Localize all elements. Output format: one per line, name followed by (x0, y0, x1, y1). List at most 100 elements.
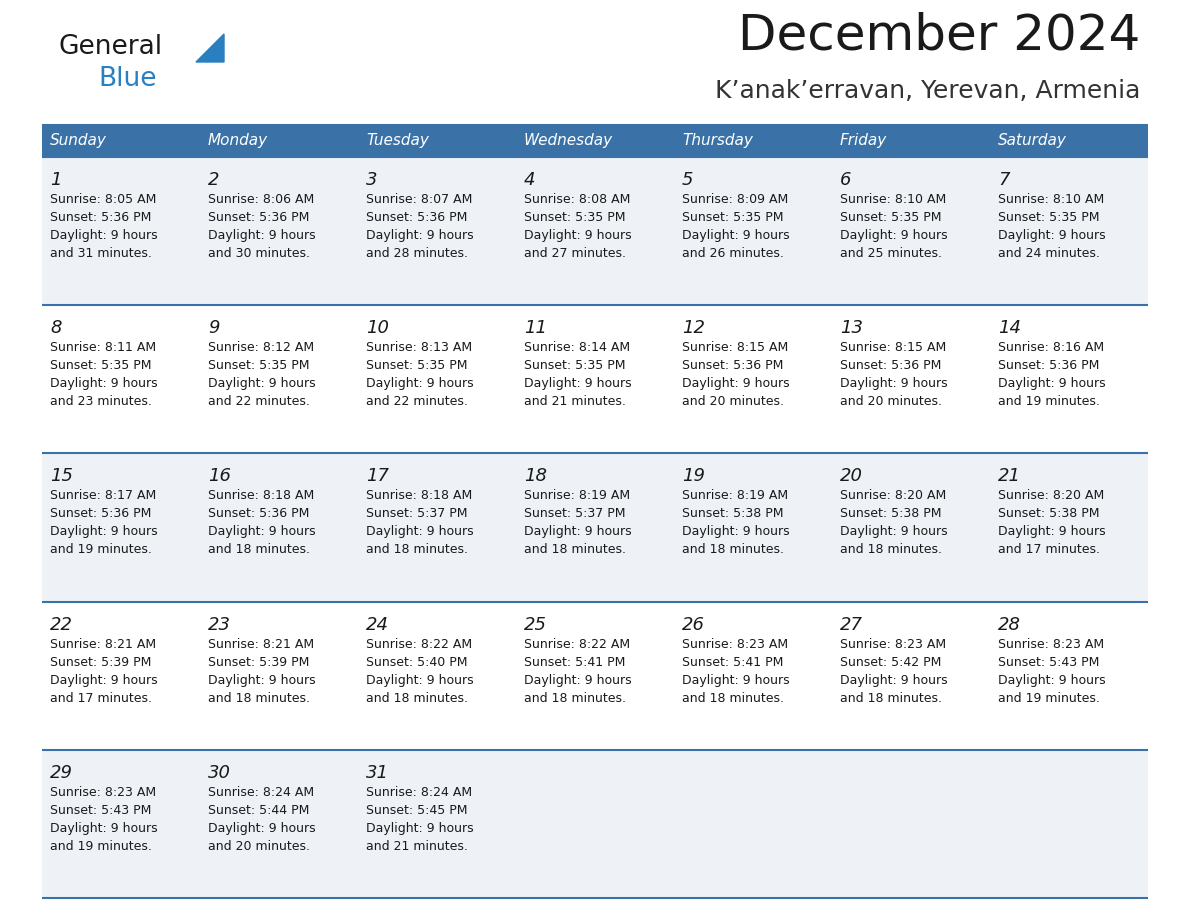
Text: and 18 minutes.: and 18 minutes. (208, 691, 310, 705)
Text: and 22 minutes.: and 22 minutes. (208, 396, 310, 409)
Text: Saturday: Saturday (998, 133, 1067, 149)
Text: and 18 minutes.: and 18 minutes. (682, 691, 784, 705)
Text: Daylight: 9 hours: Daylight: 9 hours (998, 525, 1106, 538)
Text: Daylight: 9 hours: Daylight: 9 hours (208, 377, 316, 390)
Text: 24: 24 (366, 616, 388, 633)
Text: and 17 minutes.: and 17 minutes. (998, 543, 1100, 556)
Text: Sunset: 5:38 PM: Sunset: 5:38 PM (840, 508, 942, 521)
Bar (42, 125, 1148, 157)
Text: and 20 minutes.: and 20 minutes. (208, 840, 310, 853)
Text: Sunset: 5:37 PM: Sunset: 5:37 PM (524, 508, 626, 521)
Text: 1: 1 (50, 171, 62, 189)
Text: 14: 14 (998, 319, 1020, 337)
Text: K’anak’erravan, Yerevan, Armenia: K’anak’erravan, Yerevan, Armenia (715, 79, 1140, 103)
Text: and 18 minutes.: and 18 minutes. (840, 691, 942, 705)
Text: Sunrise: 8:23 AM: Sunrise: 8:23 AM (998, 638, 1104, 651)
Text: and 18 minutes.: and 18 minutes. (524, 543, 626, 556)
Text: Daylight: 9 hours: Daylight: 9 hours (50, 525, 158, 538)
Text: 28: 28 (998, 616, 1020, 633)
Text: Daylight: 9 hours: Daylight: 9 hours (208, 229, 316, 242)
Text: Tuesday: Tuesday (366, 133, 429, 149)
Text: and 28 minutes.: and 28 minutes. (366, 247, 468, 260)
Text: 11: 11 (524, 319, 546, 337)
Text: Sunset: 5:43 PM: Sunset: 5:43 PM (50, 804, 151, 817)
Text: Sunrise: 8:20 AM: Sunrise: 8:20 AM (998, 489, 1105, 502)
Text: 6: 6 (840, 171, 852, 189)
Text: and 18 minutes.: and 18 minutes. (524, 691, 626, 705)
Text: Sunrise: 8:24 AM: Sunrise: 8:24 AM (366, 786, 472, 799)
Text: 31: 31 (366, 764, 388, 782)
Text: Sunrise: 8:15 AM: Sunrise: 8:15 AM (682, 341, 789, 354)
Text: Sunrise: 8:21 AM: Sunrise: 8:21 AM (208, 638, 314, 651)
Text: Sunset: 5:36 PM: Sunset: 5:36 PM (840, 359, 941, 372)
Text: Sunrise: 8:19 AM: Sunrise: 8:19 AM (524, 489, 630, 502)
Text: Sunrise: 8:08 AM: Sunrise: 8:08 AM (524, 193, 631, 206)
Text: and 19 minutes.: and 19 minutes. (50, 840, 152, 853)
Text: Daylight: 9 hours: Daylight: 9 hours (682, 229, 790, 242)
Text: Sunset: 5:36 PM: Sunset: 5:36 PM (208, 508, 309, 521)
Text: Sunrise: 8:13 AM: Sunrise: 8:13 AM (366, 341, 472, 354)
Bar (42, 750, 1148, 898)
Bar (42, 305, 1148, 453)
Text: Sunrise: 8:18 AM: Sunrise: 8:18 AM (366, 489, 473, 502)
Text: Sunrise: 8:09 AM: Sunrise: 8:09 AM (682, 193, 789, 206)
Text: Daylight: 9 hours: Daylight: 9 hours (366, 822, 474, 834)
Text: Sunrise: 8:10 AM: Sunrise: 8:10 AM (840, 193, 947, 206)
Text: Sunday: Sunday (50, 133, 107, 149)
Text: Daylight: 9 hours: Daylight: 9 hours (998, 229, 1106, 242)
Text: Daylight: 9 hours: Daylight: 9 hours (50, 229, 158, 242)
Text: 10: 10 (366, 319, 388, 337)
Text: Daylight: 9 hours: Daylight: 9 hours (208, 822, 316, 834)
Text: 21: 21 (998, 467, 1020, 486)
Text: Daylight: 9 hours: Daylight: 9 hours (998, 674, 1106, 687)
Text: 15: 15 (50, 467, 72, 486)
Text: and 18 minutes.: and 18 minutes. (682, 543, 784, 556)
Text: Sunset: 5:36 PM: Sunset: 5:36 PM (366, 211, 467, 224)
Text: 27: 27 (840, 616, 862, 633)
Text: Sunrise: 8:24 AM: Sunrise: 8:24 AM (208, 786, 314, 799)
Text: Daylight: 9 hours: Daylight: 9 hours (682, 674, 790, 687)
Text: Daylight: 9 hours: Daylight: 9 hours (366, 377, 474, 390)
Text: Sunrise: 8:19 AM: Sunrise: 8:19 AM (682, 489, 788, 502)
Text: and 22 minutes.: and 22 minutes. (366, 396, 468, 409)
Text: Daylight: 9 hours: Daylight: 9 hours (840, 674, 948, 687)
Text: Daylight: 9 hours: Daylight: 9 hours (840, 377, 948, 390)
Text: Sunrise: 8:11 AM: Sunrise: 8:11 AM (50, 341, 156, 354)
Text: 8: 8 (50, 319, 62, 337)
Text: Daylight: 9 hours: Daylight: 9 hours (524, 674, 632, 687)
Text: 29: 29 (50, 764, 72, 782)
Text: 16: 16 (208, 467, 230, 486)
Text: Sunset: 5:36 PM: Sunset: 5:36 PM (50, 508, 151, 521)
Text: Sunrise: 8:21 AM: Sunrise: 8:21 AM (50, 638, 156, 651)
Text: 17: 17 (366, 467, 388, 486)
Text: and 20 minutes.: and 20 minutes. (840, 396, 942, 409)
Text: Sunrise: 8:06 AM: Sunrise: 8:06 AM (208, 193, 315, 206)
Text: Daylight: 9 hours: Daylight: 9 hours (366, 525, 474, 538)
Text: and 27 minutes.: and 27 minutes. (524, 247, 626, 260)
Text: Daylight: 9 hours: Daylight: 9 hours (50, 822, 158, 834)
Text: Sunrise: 8:16 AM: Sunrise: 8:16 AM (998, 341, 1104, 354)
Polygon shape (196, 34, 225, 62)
Text: Daylight: 9 hours: Daylight: 9 hours (208, 525, 316, 538)
Text: Sunrise: 8:22 AM: Sunrise: 8:22 AM (366, 638, 472, 651)
Bar (42, 601, 1148, 750)
Text: Daylight: 9 hours: Daylight: 9 hours (524, 229, 632, 242)
Text: Sunrise: 8:12 AM: Sunrise: 8:12 AM (208, 341, 314, 354)
Text: 9: 9 (208, 319, 220, 337)
Bar (42, 453, 1148, 601)
Text: and 18 minutes.: and 18 minutes. (366, 691, 468, 705)
Text: and 19 minutes.: and 19 minutes. (998, 691, 1100, 705)
Text: 20: 20 (840, 467, 862, 486)
Text: 4: 4 (524, 171, 536, 189)
Text: Sunrise: 8:20 AM: Sunrise: 8:20 AM (840, 489, 947, 502)
Text: Sunrise: 8:15 AM: Sunrise: 8:15 AM (840, 341, 947, 354)
Text: Sunset: 5:35 PM: Sunset: 5:35 PM (524, 211, 626, 224)
Text: Sunset: 5:35 PM: Sunset: 5:35 PM (50, 359, 152, 372)
Text: Sunset: 5:45 PM: Sunset: 5:45 PM (366, 804, 468, 817)
Text: and 21 minutes.: and 21 minutes. (524, 396, 626, 409)
Text: Sunset: 5:42 PM: Sunset: 5:42 PM (840, 655, 941, 668)
Text: Sunrise: 8:10 AM: Sunrise: 8:10 AM (998, 193, 1105, 206)
Text: Sunset: 5:35 PM: Sunset: 5:35 PM (840, 211, 942, 224)
Text: Sunset: 5:38 PM: Sunset: 5:38 PM (998, 508, 1100, 521)
Text: 12: 12 (682, 319, 704, 337)
